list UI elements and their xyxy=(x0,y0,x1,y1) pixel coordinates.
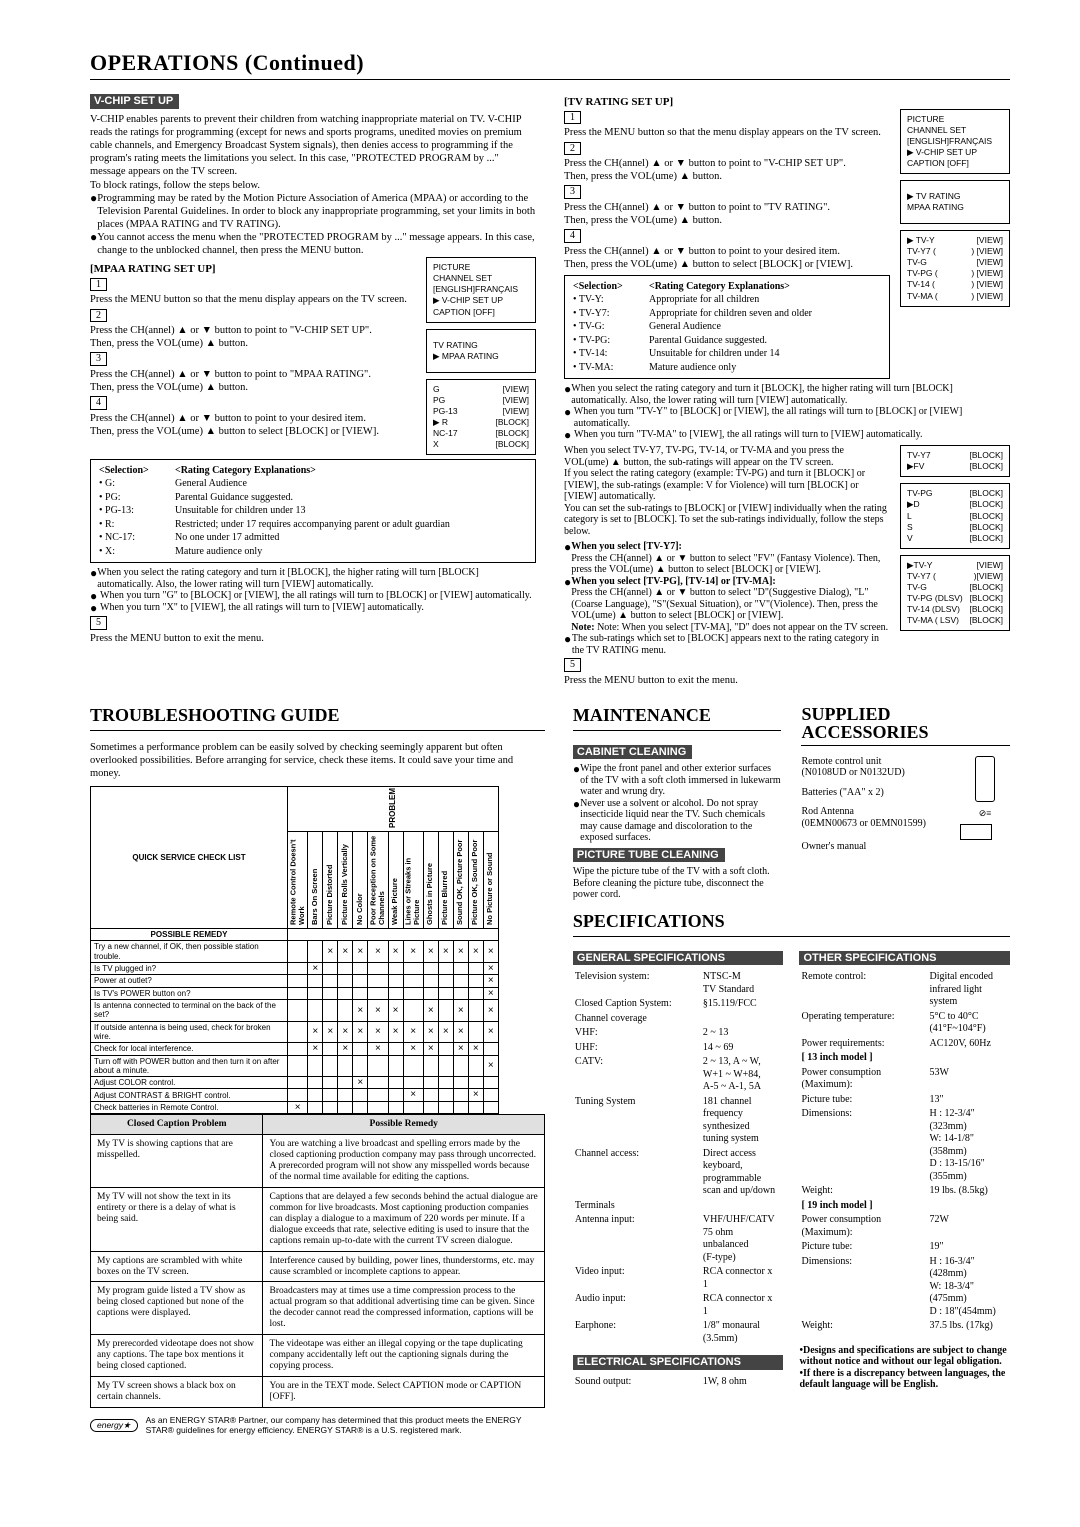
tvr-osd5: TV-PG[BLOCK]▶D[BLOCK]L[BLOCK]S[BLOCK]V[B… xyxy=(900,483,1010,548)
trouble-title: TROUBLESHOOTING GUIDE xyxy=(90,705,545,726)
elec-spec-bar: ELECTRICAL SPECIFICATIONS xyxy=(573,1355,784,1370)
elec-spec-table: Sound output:1W, 8 ohm xyxy=(573,1374,755,1391)
spec-title: SPECIFICATIONS xyxy=(573,911,1010,932)
supp-title: SUPPLIED ACCESSORIES xyxy=(801,705,1010,741)
tvr-sub2: If you select the rating category (examp… xyxy=(564,468,890,503)
supp-l3: Rod Antenna xyxy=(801,806,952,818)
tvr-wpga: Press the CH(annel) ▲ or ▼ button to sel… xyxy=(571,587,878,621)
step-5: 5 xyxy=(90,616,107,630)
tvr-subend: The sub-ratings which set to [BLOCK] app… xyxy=(572,633,890,656)
mpaa-s2a: Press the CH(annel) ▲ or ▼ button to poi… xyxy=(90,324,416,337)
tvr-sub3: You can set the sub-ratings to [BLOCK] o… xyxy=(564,503,890,538)
step-2: 2 xyxy=(90,309,107,323)
battery-icon: ⊘≡ xyxy=(960,808,1010,818)
left-col: V-CHIP SET UP V-CHIP enables parents to … xyxy=(90,90,536,687)
qsc-title: QUICK SERVICE CHECK LIST xyxy=(94,823,284,892)
vchip-bul2: You cannot access the menu when the "PRO… xyxy=(97,231,536,257)
supp-l1: Remote control unit xyxy=(801,756,952,768)
mpaa-explain-table: <Selection><Rating Category Explanations… xyxy=(97,463,456,560)
mpaa-head: [MPAA RATING SET UP] xyxy=(90,263,416,276)
trouble-intro: Sometimes a performance problem can be e… xyxy=(90,741,545,780)
oth-spec-bar: OTHER SPECIFICATIONS xyxy=(799,951,1010,966)
mpaa-post1: When you select the rating category and … xyxy=(97,567,536,590)
tvr-post3: When you turn "TV-MA" to [VIEW], the all… xyxy=(574,429,922,441)
vchip-intro2: To block ratings, follow the steps below… xyxy=(90,179,536,192)
tvr-s5: Press the MENU button to exit the menu. xyxy=(564,674,890,687)
supp-l2: Batteries ("AA" x 2) xyxy=(801,787,952,799)
maint-title: MAINTENANCE xyxy=(573,705,782,726)
tvr-osd4: TV-Y7[BLOCK]▶FV[BLOCK] xyxy=(900,445,1010,477)
tvr-s2a: Press the CH(annel) ▲ or ▼ button to poi… xyxy=(564,157,890,170)
gen-spec-table: Television system:NTSC-MTV StandardClose… xyxy=(573,969,784,1347)
maint-b1a: Wipe the front panel and other exterior … xyxy=(580,763,781,798)
mpaa-post2: When you turn "G" to [BLOCK] or [VIEW], … xyxy=(100,590,532,602)
tvr-head: [TV RATING SET UP] xyxy=(564,96,1010,109)
mpaa-s5: Press the MENU button to exit the menu. xyxy=(90,632,536,645)
tvr-s4b: Then, press the VOL(ume) ▲ button to sel… xyxy=(564,258,890,271)
maint-b2: Wipe the picture tube of the TV with a s… xyxy=(573,866,782,901)
mpaa-s2b: Then, press the VOL(ume) ▲ button. xyxy=(90,337,416,350)
page-title: OPERATIONS (Continued) xyxy=(90,50,1010,75)
tvr-osd6: ▶TV-Y[VIEW]TV-Y7 ( )[VIEW]TV-G[BLOCK]TV-… xyxy=(900,555,1010,631)
cc-hdr-l: Closed Caption Problem xyxy=(91,1115,263,1135)
tvr-wy7h: When you select [TV-Y7]: xyxy=(571,541,682,552)
remote-icon xyxy=(975,756,995,802)
vchip-intro: V-CHIP enables parents to prevent their … xyxy=(90,113,536,179)
page: OPERATIONS (Continued) V-CHIP SET UP V-C… xyxy=(0,0,1080,1527)
tvr-s4a: Press the CH(annel) ▲ or ▼ button to poi… xyxy=(564,245,890,258)
cc-hdr-r: Possible Remedy xyxy=(263,1115,544,1135)
oth-spec-table: Remote control:Digital encodedinfrared l… xyxy=(799,969,1010,1335)
mpaa-s3b: Then, press the VOL(ume) ▲ button. xyxy=(90,381,416,394)
mpaa-osd1: PICTURECHANNEL SET[ENGLISH]FRANÇAIS▶ V-C… xyxy=(426,257,536,322)
cc-table: Closed Caption Problem Possible Remedy M… xyxy=(90,1114,545,1407)
mpaa-osd3: G[VIEW]PG[VIEW]PG-13[VIEW]▶ R[BLOCK]NC-1… xyxy=(426,379,536,455)
tvr-explain-table: <Selection><Rating Category Explanations… xyxy=(571,279,818,376)
antenna-icon xyxy=(960,824,992,840)
tvr-wy7a: Press the CH(annel) ▲ or ▼ button to sel… xyxy=(571,553,880,576)
tvr-osd3: ▶ TV-Y[VIEW]TV-Y7 ( ) [VIEW]TV-G[VIEW]TV… xyxy=(900,230,1010,306)
prob-hdr: PROBLEM xyxy=(388,788,397,828)
tube-bar: PICTURE TUBE CLEANING xyxy=(573,848,725,863)
supp-l3b: (0EMN00673 or 0EMN01599) xyxy=(801,818,952,830)
vchip-bar: V-CHIP SET UP xyxy=(90,94,179,109)
tvr-s3b: Then, press the VOL(ume) ▲ button. xyxy=(564,214,890,227)
mpaa-s1: Press the MENU button so that the menu d… xyxy=(90,293,416,306)
mpaa-osd2: TV RATING▶ MPAA RATING xyxy=(426,329,536,373)
mpaa-s4a: Press the CH(annel) ▲ or ▼ button to poi… xyxy=(90,412,416,425)
cabinet-bar: CABINET CLEANING xyxy=(573,745,692,760)
supp-l1b: (N0108UD or N0132UD) xyxy=(801,767,952,779)
gen-spec-bar: GENERAL SPECIFICATIONS xyxy=(573,951,784,966)
tvr-post1: When you select the rating category and … xyxy=(571,383,1010,406)
tvr-post2: When you turn "TV-Y" to [BLOCK] or [VIEW… xyxy=(574,406,1010,429)
tvr-s2b: Then, press the VOL(ume) ▲ button. xyxy=(564,170,890,183)
maint-b1b: Never use a solvent or alcohol. Do not s… xyxy=(580,798,781,844)
tvr-s1: Press the MENU button so that the menu d… xyxy=(564,126,890,139)
mpaa-post3: When you turn "X" to [VIEW], the all rat… xyxy=(100,602,424,614)
title-rule xyxy=(90,79,1010,80)
tvr-s3a: Press the CH(annel) ▲ or ▼ button to poi… xyxy=(564,201,890,214)
tvr-wpgh: When you select [TV-PG], [TV-14] or [TV-… xyxy=(571,576,776,587)
step-1: 1 xyxy=(90,278,107,292)
right-col: [TV RATING SET UP] 1 Press the MENU butt… xyxy=(564,90,1010,687)
qsc-table: QUICK SERVICE CHECK LIST PROBLEM Remote … xyxy=(90,786,499,1114)
mpaa-s3a: Press the CH(annel) ▲ or ▼ button to poi… xyxy=(90,368,416,381)
supp-l4: Owner's manual xyxy=(801,841,952,853)
top-two-col: V-CHIP SET UP V-CHIP enables parents to … xyxy=(90,90,1010,687)
tvr-osd2: ▶ TV RATINGMPAA RATING xyxy=(900,180,1010,224)
rem-hdr: POSSIBLE REMEDY xyxy=(91,929,288,941)
spec-note: •Designs and specifications are subject … xyxy=(799,1345,1010,1391)
tvr-sub1: When you select TV-Y7, TV-PG, TV-14, or … xyxy=(564,445,890,468)
energy-star-text: As an ENERGY STAR® Partner, our company … xyxy=(146,1416,545,1436)
step-3: 3 xyxy=(90,352,107,366)
tvr-osd1: PICTURECHANNEL SET[ENGLISH]FRANÇAIS▶ V-C… xyxy=(900,109,1010,174)
tvr-wpgn: Note: When you select [TV-MA], "D" does … xyxy=(597,622,888,633)
mpaa-s4b: Then, press the VOL(ume) ▲ button to sel… xyxy=(90,425,416,438)
step-4: 4 xyxy=(90,396,107,410)
energy-star-icon: energy★ xyxy=(90,1419,138,1433)
vchip-bul1: Programming may be rated by the Motion P… xyxy=(97,192,536,231)
